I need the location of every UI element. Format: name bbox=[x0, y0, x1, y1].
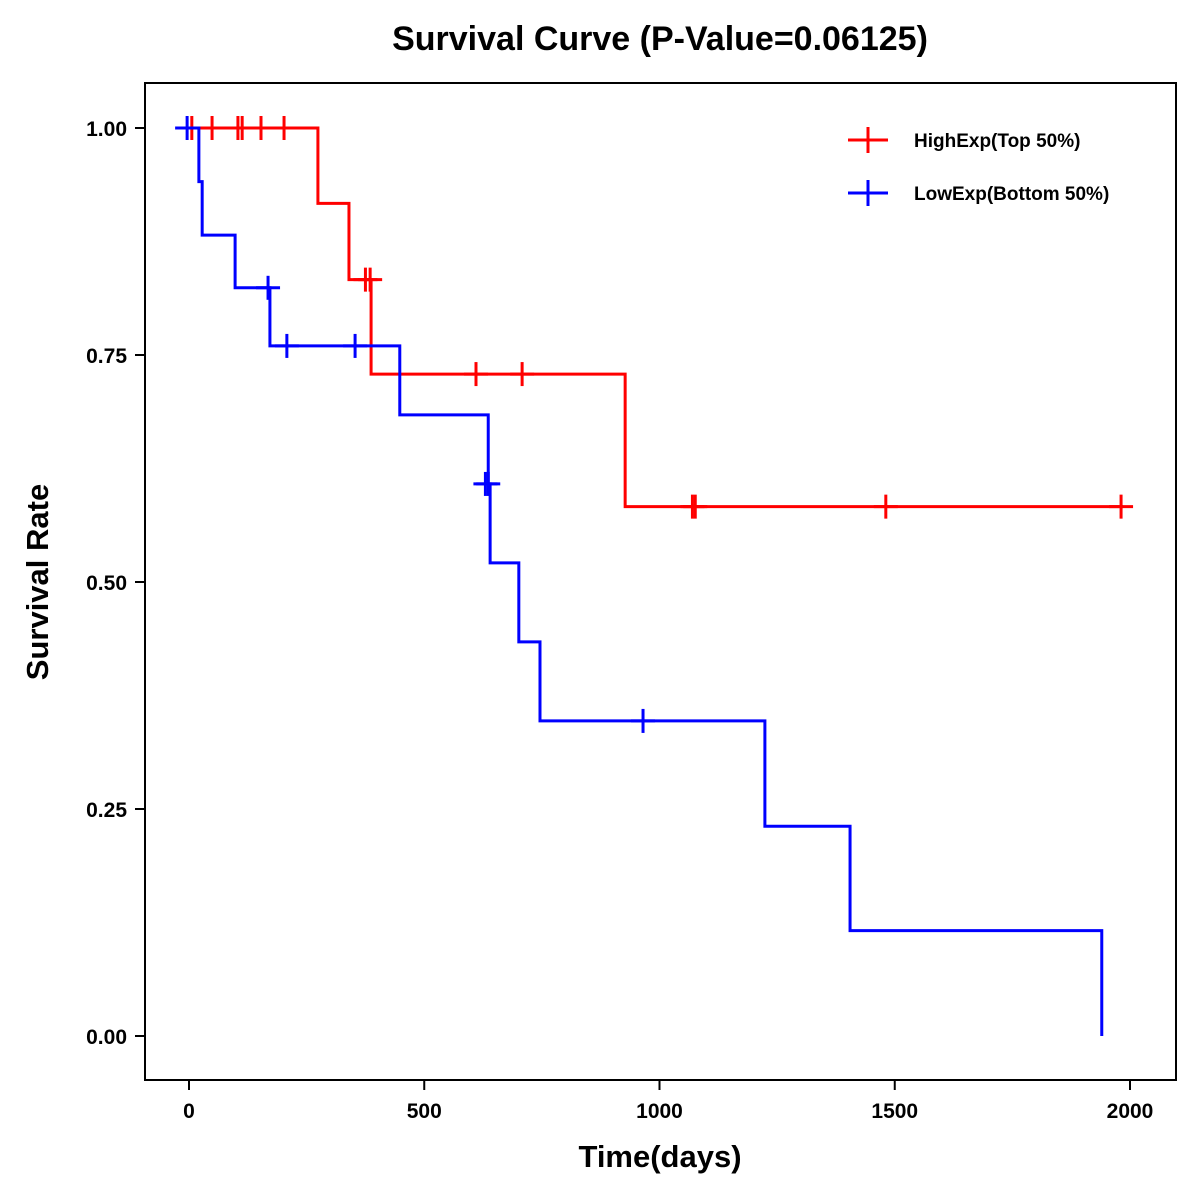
x-tick-label: 0 bbox=[183, 1100, 195, 1123]
legend-key-icon bbox=[848, 127, 888, 153]
censor-mark bbox=[343, 333, 368, 358]
legend-item: LowExp(Bottom 50%) bbox=[848, 180, 1109, 206]
x-tick-label: 500 bbox=[407, 1100, 442, 1123]
y-axis-title: Survival Rate bbox=[20, 484, 55, 680]
plot-area bbox=[144, 82, 1177, 1081]
censor-mark bbox=[200, 116, 225, 140]
censor-mark bbox=[358, 267, 383, 292]
legend-label: LowExp(Bottom 50%) bbox=[914, 184, 1109, 205]
legend-key-icon bbox=[848, 180, 888, 206]
legend-item: HighExp(Top 50%) bbox=[848, 127, 1080, 153]
y-tick-label: 0.50 bbox=[86, 572, 127, 595]
x-tick-label: 1500 bbox=[871, 1100, 918, 1123]
y-tick-label: 1.00 bbox=[86, 118, 127, 141]
x-axis-title: Time(days) bbox=[578, 1139, 741, 1174]
censor-mark bbox=[683, 494, 708, 519]
y-tick-label: 0.25 bbox=[86, 799, 127, 822]
x-axis: 0 500 1000 1500 2000 bbox=[183, 1080, 1153, 1123]
series-low-exp bbox=[175, 116, 1104, 1036]
y-axis: 0.00 0.25 0.50 0.75 1.00 bbox=[86, 118, 145, 1049]
censor-mark bbox=[1109, 494, 1134, 519]
y-tick-label: 0.75 bbox=[86, 345, 127, 368]
series-layer bbox=[175, 116, 1134, 1036]
legend-label: HighExp(Top 50%) bbox=[914, 131, 1080, 152]
censor-mark bbox=[510, 362, 535, 387]
x-tick-label: 2000 bbox=[1107, 1100, 1154, 1123]
censor-mark bbox=[873, 494, 898, 519]
y-tick-label: 0.00 bbox=[86, 1026, 127, 1049]
x-tick-label: 1000 bbox=[636, 1100, 683, 1123]
censor-mark bbox=[272, 116, 297, 140]
censor-mark bbox=[274, 333, 299, 358]
censor-mark bbox=[175, 116, 200, 140]
series-high-exp bbox=[179, 116, 1134, 519]
censor-mark bbox=[631, 708, 656, 733]
censor-mark bbox=[464, 362, 489, 387]
chart-title: Survival Curve (P-Value=0.06125) bbox=[392, 20, 928, 58]
censor-mark bbox=[476, 471, 501, 496]
legend: HighExp(Top 50%) LowExp(Bottom 50%) bbox=[848, 127, 1109, 206]
censor-mark bbox=[248, 116, 273, 140]
censor-mark bbox=[256, 275, 281, 300]
